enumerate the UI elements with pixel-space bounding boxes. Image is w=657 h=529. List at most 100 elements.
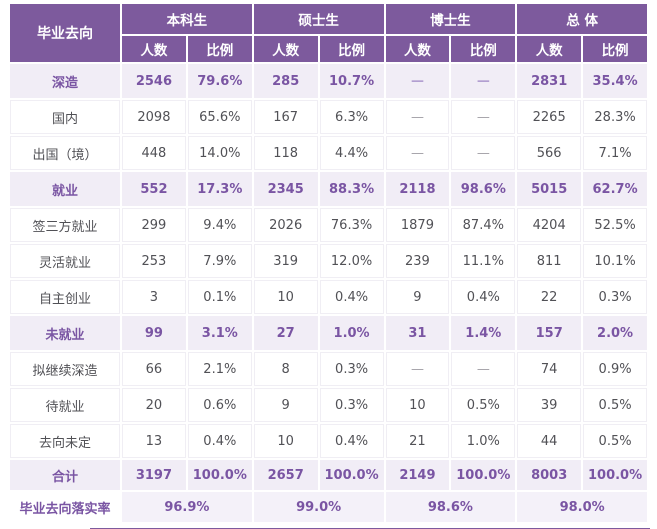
cell-value: 20 [122, 388, 186, 422]
cell-value: 0.3% [319, 352, 384, 386]
cell-value: 62.7% [583, 172, 647, 206]
cell-value: 2149 [385, 460, 450, 490]
group-header-total: 总 体 [517, 4, 647, 34]
group-header-master: 硕士生 [253, 4, 384, 34]
cell-value: 2118 [385, 172, 450, 206]
table-row-4: 签三方就业 299 9.4% 2026 76.3% 1879 87.4% 4204 52.5% [10, 208, 647, 242]
cell-value: — [385, 136, 450, 170]
cell-value: 21 [385, 424, 450, 458]
cell-value: 2026 [253, 208, 318, 242]
corner-header: 毕业去向 [10, 4, 120, 62]
cell-value: 253 [122, 244, 186, 278]
cell-value: 3 [122, 280, 186, 314]
table-row-7: 未就业 99 3.1% 27 1.0% 31 1.4% 157 2.0% [10, 316, 647, 350]
cell-value: 35.4% [583, 64, 647, 98]
sub-header-count: 人数 [385, 36, 450, 62]
table-body: 深造 2546 79.6% 285 10.7% — —2831 35.4% 国内 2098 65.6… [10, 64, 647, 522]
table-row-10: 去向未定 13 0.4% 10 0.4% 21 1.0% 44 0.5% [10, 424, 647, 458]
cell-value: 239 [385, 244, 450, 278]
cell-value: — [451, 100, 516, 134]
cell-value: — [451, 352, 516, 386]
cell-value: 39 [517, 388, 582, 422]
cell-value: 10 [385, 388, 450, 422]
table-row-rate: 毕业去向落实率 96.9% 99.0% 98.6% 98.0% [10, 492, 647, 522]
cell-value: 0.1% [187, 280, 252, 314]
cell-value: 10.7% [319, 64, 384, 98]
cell-value: 13 [122, 424, 186, 458]
sub-header-ratio: 比例 [583, 36, 647, 62]
cell-value: 22 [517, 280, 582, 314]
cell-rate-value: 96.9% [122, 492, 252, 522]
row-label: 灵活就业 [10, 244, 120, 278]
table-row-total: 合计 3197 100.0% 2657 100.0% 2149 100.0% 8003 100.… [10, 460, 647, 490]
cell-value: 9 [385, 280, 450, 314]
cell-value: 0.5% [451, 388, 516, 422]
cell-value: 100.0% [187, 460, 252, 490]
cell-value: — [451, 136, 516, 170]
cell-value: 552 [122, 172, 186, 206]
row-label: 深造 [10, 64, 120, 98]
cell-value: — [385, 64, 450, 98]
cell-value: 285 [253, 64, 318, 98]
row-label: 自主创业 [10, 280, 120, 314]
cell-value: — [385, 352, 450, 386]
row-label: 未就业 [10, 316, 120, 350]
cell-value: 4204 [517, 208, 582, 242]
row-label: 出国（境） [10, 136, 120, 170]
cell-value: 118 [253, 136, 318, 170]
cell-value: 10 [253, 424, 318, 458]
cell-value: 2657 [253, 460, 318, 490]
table-row-0: 深造 2546 79.6% 285 10.7% — —2831 35.4% [10, 64, 647, 98]
cell-value: 0.3% [583, 280, 647, 314]
row-label: 拟继续深造 [10, 352, 120, 386]
cell-value: 7.9% [187, 244, 252, 278]
cell-value: 74 [517, 352, 582, 386]
row-label: 合计 [10, 460, 120, 490]
row-label: 毕业去向落实率 [10, 492, 120, 522]
cell-value: — [385, 100, 450, 134]
table-row-5: 灵活就业 253 7.9% 319 12.0% 239 11.1% 811 10.1% [10, 244, 647, 278]
group-header-doctor: 博士生 [385, 4, 516, 34]
cell-value: 0.4% [187, 424, 252, 458]
cell-value: 65.6% [187, 100, 252, 134]
table-row-1: 国内 2098 65.6% 167 6.3% — —2265 28.3% [10, 100, 647, 134]
row-label: 国内 [10, 100, 120, 134]
sub-header-count: 人数 [517, 36, 582, 62]
cell-value: 448 [122, 136, 186, 170]
cell-value: 0.6% [187, 388, 252, 422]
cell-value: 6.3% [319, 100, 384, 134]
cell-value: 0.4% [319, 424, 384, 458]
cell-rate-value: 98.0% [517, 492, 647, 522]
table-header: 毕业去向 本科生 硕士生 博士生 总 体 人数 比例 人数 比例 人数 比例 人… [10, 4, 647, 62]
cell-value: 0.4% [319, 280, 384, 314]
cell-value: 2345 [253, 172, 318, 206]
row-label: 待就业 [10, 388, 120, 422]
sub-header-ratio: 比例 [187, 36, 252, 62]
row-label: 就业 [10, 172, 120, 206]
cell-value: 100.0% [451, 460, 516, 490]
cell-value: 31 [385, 316, 450, 350]
cell-value: 100.0% [583, 460, 647, 490]
cell-value: 2265 [517, 100, 582, 134]
cell-value: 0.5% [583, 424, 647, 458]
cell-rate-value: 99.0% [253, 492, 384, 522]
row-label: 去向未定 [10, 424, 120, 458]
cell-value: 99 [122, 316, 186, 350]
cell-rate-value: 98.6% [385, 492, 516, 522]
sub-header-count: 人数 [122, 36, 186, 62]
cell-value: 12.0% [319, 244, 384, 278]
cell-value: 2.0% [583, 316, 647, 350]
cell-value: 2098 [122, 100, 186, 134]
cell-value: 1.0% [319, 316, 384, 350]
cell-value: 79.6% [187, 64, 252, 98]
cell-value: 76.3% [319, 208, 384, 242]
sub-header-ratio: 比例 [319, 36, 384, 62]
cell-value: 167 [253, 100, 318, 134]
cell-value: 98.6% [451, 172, 516, 206]
cell-value: 0.3% [319, 388, 384, 422]
cell-value: 52.5% [583, 208, 647, 242]
row-label: 签三方就业 [10, 208, 120, 242]
header-group-row: 毕业去向 本科生 硕士生 博士生 总 体 [10, 4, 647, 62]
cell-value: 2546 [122, 64, 186, 98]
